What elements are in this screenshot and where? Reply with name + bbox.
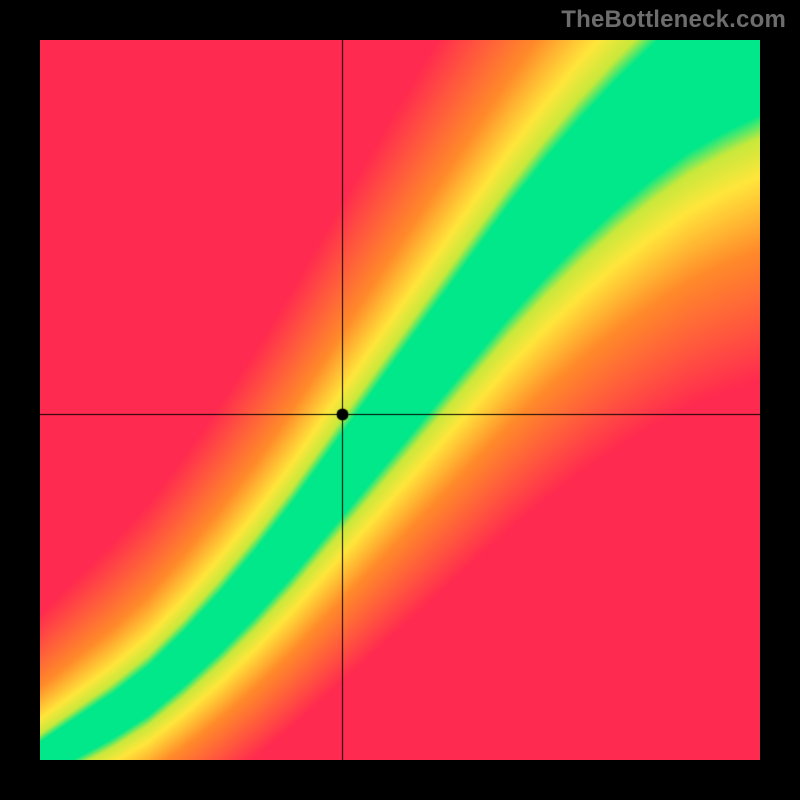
watermark-text: TheBottleneck.com [561, 6, 786, 34]
chart-container: TheBottleneck.com [0, 0, 800, 800]
crosshair-overlay [40, 40, 760, 760]
